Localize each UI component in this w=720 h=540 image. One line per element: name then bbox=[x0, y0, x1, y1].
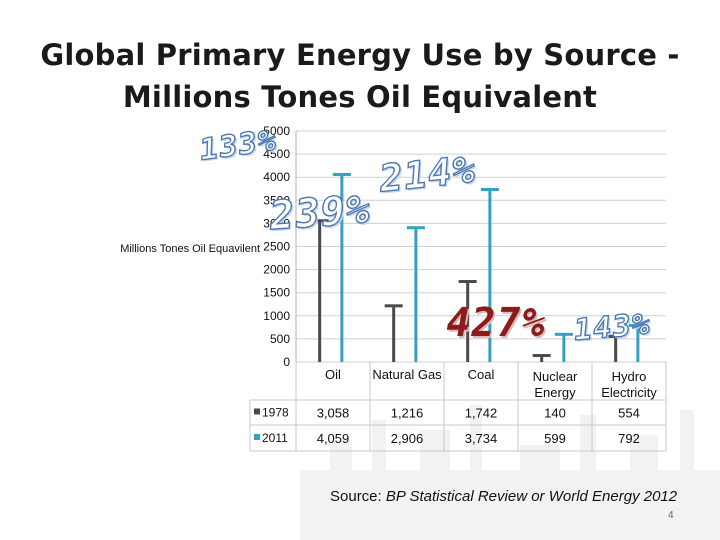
y-tick-label: 3000 bbox=[263, 216, 290, 230]
y-tick-label: 3500 bbox=[263, 193, 290, 207]
category-label: Electricity bbox=[601, 385, 657, 400]
slide-title-line-1: Global Primary Energy Use by Source - bbox=[40, 38, 680, 72]
bar-cap-2011 bbox=[406, 226, 425, 230]
bar-1978 bbox=[614, 336, 618, 362]
growth-label-gas: 239% bbox=[266, 186, 374, 240]
table-cell: 1,216 bbox=[391, 406, 424, 421]
bar-2011 bbox=[562, 334, 566, 362]
table-cell: 1,742 bbox=[465, 406, 498, 421]
bar-cap-2011 bbox=[554, 332, 573, 336]
category-label: Oil bbox=[325, 367, 341, 382]
bar-cap-1978 bbox=[458, 280, 477, 284]
bar-1978 bbox=[392, 305, 396, 362]
y-tick-label: 0 bbox=[283, 355, 290, 369]
bar-cap-2011 bbox=[480, 187, 499, 191]
table-cell: 4,059 bbox=[317, 431, 350, 446]
y-tick-label: 4000 bbox=[263, 170, 290, 184]
legend-label: 2011 bbox=[262, 431, 288, 445]
source-citation: Source: BP Statistical Review or World E… bbox=[330, 488, 677, 505]
bar-1978 bbox=[540, 355, 544, 362]
category-label: Energy bbox=[534, 385, 576, 400]
source-title: BP Statistical Review or World Energy 20… bbox=[385, 488, 678, 505]
table-cell: 792 bbox=[618, 431, 640, 446]
category-label: Hydro bbox=[612, 369, 647, 384]
bar-cap-1978 bbox=[532, 354, 551, 358]
bar-2011 bbox=[414, 227, 418, 362]
bar-1978 bbox=[318, 220, 322, 362]
category-label: Nuclear bbox=[533, 369, 578, 384]
table-cell: 554 bbox=[618, 406, 640, 421]
legend-swatch-2011 bbox=[254, 434, 260, 440]
legend-swatch-1978 bbox=[254, 408, 260, 415]
bar-cap-2011 bbox=[628, 323, 647, 327]
page-number: 4 bbox=[668, 510, 674, 521]
y-tick-label: 1500 bbox=[263, 286, 290, 300]
bar-cap-1978 bbox=[606, 334, 625, 338]
category-label: Natural Gas bbox=[372, 367, 442, 382]
y-axis-label: Millions Tones Oil Equavilent bbox=[120, 243, 260, 255]
bar-1978 bbox=[466, 281, 470, 362]
slide-title-line-2: Millions Tones Oil Equivalent bbox=[122, 80, 598, 114]
bar-2011 bbox=[636, 325, 640, 362]
bar-2011 bbox=[340, 174, 344, 362]
table-cell: 3,058 bbox=[317, 406, 350, 421]
category-label: Coal bbox=[468, 367, 495, 382]
bar-cap-1978 bbox=[384, 304, 403, 308]
growth-label-nuclear: 427% bbox=[441, 300, 551, 346]
bar-cap-1978 bbox=[310, 219, 329, 223]
source-prefix: Source: bbox=[330, 488, 386, 505]
growth-label-hydro: 143% bbox=[571, 306, 653, 349]
y-tick-label: 2500 bbox=[263, 240, 290, 254]
y-tick-label: 1000 bbox=[263, 309, 290, 323]
table-cell: 3,734 bbox=[465, 431, 498, 446]
y-tick-label: 500 bbox=[270, 332, 290, 346]
y-tick-label: 2000 bbox=[263, 263, 290, 277]
bar-cap-2011 bbox=[332, 172, 351, 176]
table-cell: 599 bbox=[544, 431, 566, 446]
bar-2011 bbox=[488, 189, 492, 362]
y-tick-label: 4500 bbox=[263, 147, 290, 161]
y-tick-label: 5000 bbox=[263, 124, 290, 138]
legend-label: 1978 bbox=[262, 406, 289, 420]
table-cell: 140 bbox=[544, 406, 566, 421]
table-cell: 2,906 bbox=[391, 431, 424, 446]
